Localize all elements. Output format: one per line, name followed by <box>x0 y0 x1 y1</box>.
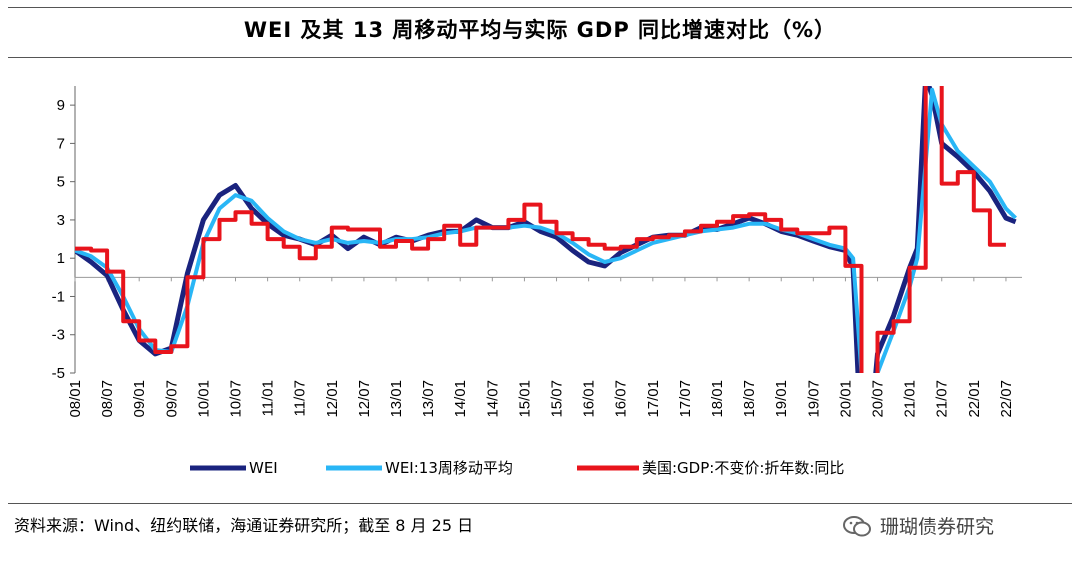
x-tick-label: 18/01 <box>709 380 726 418</box>
y-tick-label: 7 <box>57 135 65 152</box>
bottom-rule <box>8 503 1072 504</box>
legend-label-1: WEI <box>249 459 278 477</box>
x-tick-label: 13/07 <box>420 380 437 418</box>
wechat-icon <box>843 515 871 536</box>
watermark: 珊瑚债券研究 <box>842 512 994 539</box>
x-tick-label: 14/01 <box>452 380 469 418</box>
series-line-3 <box>75 86 1006 373</box>
y-tick-label: 1 <box>57 250 65 267</box>
x-tick-label: 15/01 <box>516 380 533 418</box>
x-tick-label: 20/07 <box>870 380 887 418</box>
y-tick-label: -3 <box>52 327 65 344</box>
x-tick-label: 10/01 <box>195 380 212 418</box>
top-rule <box>8 7 1072 8</box>
legend-label-2: WEI:13周移动平均 <box>385 459 513 477</box>
y-tick-label: -1 <box>52 288 65 305</box>
y-tick-label: 5 <box>57 174 65 191</box>
legend: WEI WEI:13周移动平均 美国:GDP:不变价:折年数:同比 <box>190 459 844 477</box>
x-tick-label: 21/07 <box>934 380 951 418</box>
watermark-text: 珊瑚债券研究 <box>880 516 995 538</box>
x-tick-label: 12/07 <box>356 380 373 418</box>
x-tick-label: 22/07 <box>998 380 1015 418</box>
title-rule <box>8 57 1072 58</box>
x-tick-label: 08/01 <box>67 380 84 418</box>
x-tick-label: 13/01 <box>388 380 405 418</box>
x-tick-label: 16/07 <box>613 380 630 418</box>
y-tick-label: 3 <box>57 212 65 229</box>
x-tick-label: 14/07 <box>484 380 501 418</box>
x-tick-label: 09/01 <box>131 380 148 418</box>
x-tick-label: 17/07 <box>677 380 694 418</box>
x-tick-label: 18/07 <box>741 380 758 418</box>
legend-label-3: 美国:GDP:不变价:折年数:同比 <box>642 459 844 477</box>
x-tick-label: 21/01 <box>902 380 919 418</box>
x-tick-label: 19/07 <box>805 380 822 418</box>
series-line-2 <box>75 87 1017 373</box>
y-tick-label: 9 <box>57 97 65 114</box>
plot-area <box>75 86 1017 373</box>
source-note: 资料来源：Wind、纽约联储，海通证券研究所；截至 8 月 25 日 <box>14 516 474 535</box>
x-tick-label: 15/07 <box>549 380 566 418</box>
x-tick-label: 10/07 <box>228 380 245 418</box>
x-tick-label: 11/07 <box>292 380 309 416</box>
x-tick-label: 22/01 <box>966 380 983 418</box>
chart-svg: 9 7 5 3 1 -1 -3 -508/01 08/07 09/01 09/07 10/01 10/0… <box>52 86 1022 477</box>
x-tick-label: 20/01 <box>837 380 854 418</box>
x-tick-label: 16/01 <box>581 380 598 418</box>
x-tick-label: 11/01 <box>260 380 277 416</box>
x-tick-label: 19/01 <box>773 380 790 418</box>
axes: 9 7 5 3 1 -1 -3 -508/01 08/07 09/01 09/07 10/01 10/0… <box>52 86 1022 418</box>
x-tick-label: 09/07 <box>163 380 180 418</box>
x-tick-label: 08/07 <box>99 380 116 418</box>
x-tick-label: 17/01 <box>645 380 662 418</box>
y-tick-label: -5 <box>52 365 65 382</box>
x-tick-label: 12/01 <box>324 380 341 418</box>
chart-title: WEI 及其 13 周移动平均与实际 GDP 同比增速对比（%） <box>243 18 837 42</box>
